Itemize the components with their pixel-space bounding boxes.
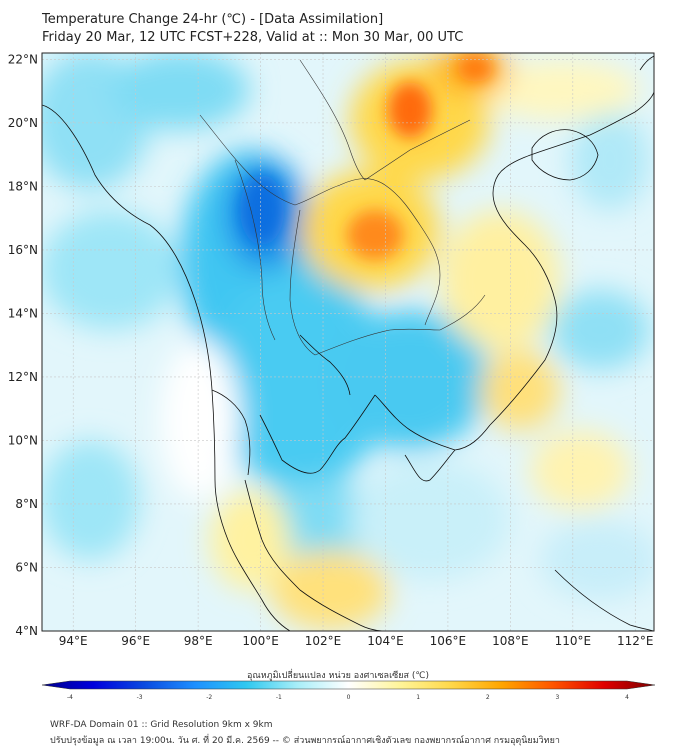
colorbar: -4 -3 -2 -1 0 1 2 3 4 <box>41 680 656 701</box>
colorbar-tick-label: -1 <box>276 694 282 701</box>
coastlines <box>42 55 654 631</box>
colorbar-tick-label: -4 <box>67 694 73 701</box>
colorbar-tick-label: -3 <box>137 694 143 701</box>
lat-tick-label: 4°N <box>15 624 38 638</box>
lon-tick-label: 108°E <box>492 634 529 648</box>
colorbar-tick-label: -2 <box>206 694 212 701</box>
lon-tick-label: 106°E <box>430 634 467 648</box>
lon-tick-label: 100°E <box>242 634 279 648</box>
colorbar-label: อุณหภูมิเปลี่ยนแปลง หน่วย องศาเซลเซียส (… <box>246 671 430 681</box>
lon-tick-label: 96°E <box>121 634 150 648</box>
lat-tick-label: 14°N <box>8 306 38 320</box>
colorbar-tick-label: 0 <box>347 694 351 701</box>
colorbar-ticks: -4 -3 -2 -1 0 1 2 3 4 <box>67 694 629 701</box>
map-subtitle: Friday 20 Mar, 12 UTC FCST+228, Valid at… <box>42 30 464 45</box>
lon-tick-label: 98°E <box>184 634 213 648</box>
gridlines <box>42 53 654 632</box>
country-borders <box>199 59 486 356</box>
lat-tick-label: 18°N <box>8 179 38 193</box>
lat-tick-label: 12°N <box>8 370 38 384</box>
lon-tick-label: 102°E <box>305 634 342 648</box>
lat-tick-label: 16°N <box>8 243 38 257</box>
colorbar-tick-label: 1 <box>416 694 420 701</box>
lat-tick-label: 10°N <box>8 433 38 447</box>
map-title: Temperature Change 24-hr (℃) - [Data Ass… <box>42 12 384 27</box>
longitude-labels: 94°E 96°E 98°E 100°E 102°E 104°E 106°E 108°E 110… <box>59 634 654 648</box>
colorbar-tick-label: 3 <box>555 694 559 701</box>
plot-frame <box>41 52 655 632</box>
lon-tick-label: 94°E <box>59 634 88 648</box>
lat-tick-label: 20°N <box>8 116 38 130</box>
lat-tick-label: 22°N <box>8 52 38 66</box>
colorbar-tick-label: 2 <box>486 694 490 701</box>
lat-tick-label: 6°N <box>15 560 38 574</box>
temperature-field <box>42 53 654 631</box>
lat-tick-label: 8°N <box>15 497 38 511</box>
colorbar-tick-label: 4 <box>625 694 629 701</box>
footer-model-info: WRF-DA Domain 01 :: Grid Resolution 9km … <box>50 720 273 730</box>
lon-tick-label: 104°E <box>367 634 404 648</box>
latitude-labels: 22°N 20°N 18°N 16°N 14°N 12°N 10°N 8°N 6°N 4°N <box>8 52 38 638</box>
footer-credit: ปรับปรุงข้อมูล ณ เวลา 19:00น. วัน ศ. ที่… <box>50 736 560 746</box>
lon-tick-label: 112°E <box>617 634 654 648</box>
lon-tick-label: 110°E <box>555 634 592 648</box>
